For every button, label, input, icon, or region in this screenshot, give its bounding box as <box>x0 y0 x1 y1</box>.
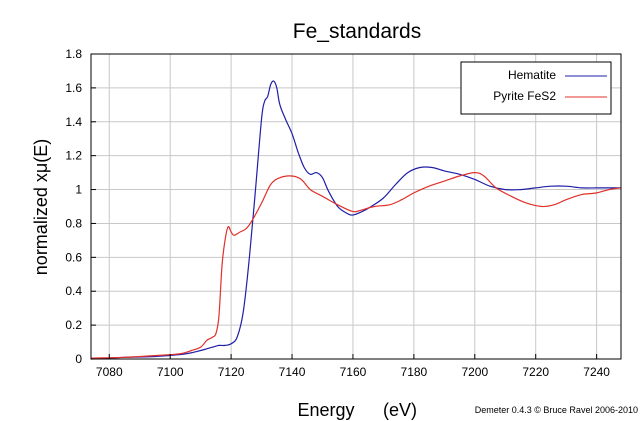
x-tick-label: 7200 <box>461 365 488 379</box>
y-tick-label: 0.8 <box>65 216 82 230</box>
x-tick-label: 7080 <box>96 365 123 379</box>
y-tick-label: 0.6 <box>65 250 82 264</box>
y-tick-label: 0.2 <box>65 318 82 332</box>
x-tick-label: 7240 <box>583 365 610 379</box>
plot-lines <box>90 80 622 360</box>
y-tick-label: 1.2 <box>65 149 82 163</box>
axis-ticks: 7080 7100 7120 7140 7160 7180 7200 7220 7240 0 0.2… <box>65 47 610 379</box>
x-tick-label: 7140 <box>279 365 306 379</box>
chart-title: Fe_standards <box>293 20 421 43</box>
legend-label-hematite: Hematite <box>508 68 556 82</box>
x-tick-label: 7120 <box>218 365 245 379</box>
y-tick-label: 1 <box>75 183 82 197</box>
x-tick-label: 7180 <box>401 365 428 379</box>
x-axis-unit: (eV) <box>383 400 417 420</box>
legend-label-pyrite: Pyrite FeS2 <box>493 89 556 103</box>
x-tick-label: 7220 <box>522 365 549 379</box>
series-line-pyrite-fes2 <box>90 171 622 359</box>
y-axis-label: normalized xμ(E) <box>31 139 51 275</box>
y-tick-label: 1.4 <box>65 115 82 129</box>
y-tick-label: 1.6 <box>65 81 82 95</box>
y-tick-label: 0 <box>75 352 82 366</box>
y-tick-label: 0.4 <box>65 284 82 298</box>
y-tick-label: 1.8 <box>65 47 82 61</box>
x-tick-label: 7100 <box>157 365 184 379</box>
plot-frame <box>90 53 622 360</box>
legend: Hematite Pyrite FeS2 <box>460 61 612 115</box>
legend-box <box>460 61 612 115</box>
credit-text: Demeter 0.4.3 © Bruce Ravel 2006-2010 <box>475 405 638 415</box>
x-axis-label: Energy <box>297 400 354 420</box>
x-tick-label: 7160 <box>340 365 367 379</box>
